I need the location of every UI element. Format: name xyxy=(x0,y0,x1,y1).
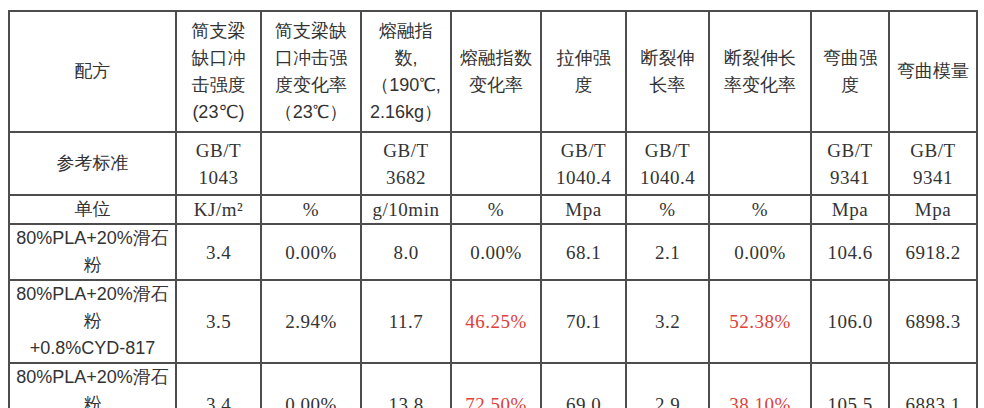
data-cell: 3.2 xyxy=(626,280,709,363)
data-cell: 70.1 xyxy=(541,280,626,363)
header-impact-strength: 简支梁 缺口冲 击强度 (23℃) xyxy=(176,11,261,132)
unit-cell: % xyxy=(709,195,811,224)
row-label: 80%PLA+20%滑石粉 xyxy=(9,224,176,280)
data-cell: 0.00% xyxy=(261,224,361,280)
row-label: 80%PLA+20%滑石粉 +0.8%CYD-817 xyxy=(9,280,176,363)
ref-cell xyxy=(451,132,541,195)
data-cell-highlighted: 38.10% xyxy=(709,363,811,408)
data-cell: 2.94% xyxy=(261,280,361,363)
data-row-pla-talc-cyd08: 80%PLA+20%滑石粉 +0.8%CYD-817 3.5 2.94% 11.… xyxy=(9,280,977,363)
data-cell: 13.8 xyxy=(361,363,451,408)
data-cell: 3.4 xyxy=(176,363,261,408)
unit-cell: Mpa xyxy=(889,195,977,224)
ref-cell: GB/T 3682 xyxy=(361,132,451,195)
data-cell: 3.4 xyxy=(176,224,261,280)
header-elongation-change: 断裂伸长 率变化率 xyxy=(709,11,811,132)
header-melt-change: 熔融指数 变化率 xyxy=(451,11,541,132)
header-bending-modulus: 弯曲模量 xyxy=(889,11,977,132)
row-label: 单位 xyxy=(9,195,176,224)
data-cell: 0.00% xyxy=(261,363,361,408)
data-cell: 0.00% xyxy=(709,224,811,280)
data-cell: 6918.2 xyxy=(889,224,977,280)
header-elongation: 断裂伸 长率 xyxy=(626,11,709,132)
data-cell: 2.9 xyxy=(626,363,709,408)
unit-cell: KJ/m² xyxy=(176,195,261,224)
ref-cell: GB/T 9341 xyxy=(811,132,889,195)
ref-cell: GB/T 1040.4 xyxy=(541,132,626,195)
unit-cell: % xyxy=(626,195,709,224)
unit-cell: Mpa xyxy=(811,195,889,224)
ref-cell: GB/T 1040.4 xyxy=(626,132,709,195)
data-cell: 11.7 xyxy=(361,280,451,363)
data-cell-highlighted: 72.50% xyxy=(451,363,541,408)
data-cell: 69.0 xyxy=(541,363,626,408)
header-impact-change: 简支梁缺 口冲击强 度变化率 （23℃） xyxy=(261,11,361,132)
data-cell-highlighted: 52.38% xyxy=(709,280,811,363)
reference-standard-row: 参考标准 GB/T 1043 GB/T 3682 GB/T 1040.4 GB/… xyxy=(9,132,977,195)
data-cell: 6898.3 xyxy=(889,280,977,363)
unit-cell: Mpa xyxy=(541,195,626,224)
data-cell: 68.1 xyxy=(541,224,626,280)
material-properties-table: 配方 简支梁 缺口冲 击强度 (23℃) 简支梁缺 口冲击强 度变化率 （23℃… xyxy=(8,10,978,408)
data-cell: 2.1 xyxy=(626,224,709,280)
data-cell: 3.5 xyxy=(176,280,261,363)
header-tensile-strength: 拉伸强 度 xyxy=(541,11,626,132)
header-melt-index: 熔融指 数, （190℃, 2.16kg） xyxy=(361,11,451,132)
unit-row: 单位 KJ/m² % g/10min % Mpa % % Mpa Mpa xyxy=(9,195,977,224)
unit-cell: % xyxy=(261,195,361,224)
unit-cell: g/10min xyxy=(361,195,451,224)
data-row-pla-talc-cyd10: 80%PLA+20%滑石粉 +1.0%CYD-817 3.4 0.00% 13.… xyxy=(9,363,977,408)
ref-cell: GB/T 9341 xyxy=(889,132,977,195)
data-cell: 8.0 xyxy=(361,224,451,280)
unit-cell: % xyxy=(451,195,541,224)
header-formula: 配方 xyxy=(9,11,176,132)
row-label: 参考标准 xyxy=(9,132,176,195)
data-cell: 104.6 xyxy=(811,224,889,280)
data-cell: 6883.1 xyxy=(889,363,977,408)
ref-cell: GB/T 1043 xyxy=(176,132,261,195)
ref-cell xyxy=(709,132,811,195)
header-row: 配方 简支梁 缺口冲 击强度 (23℃) 简支梁缺 口冲击强 度变化率 （23℃… xyxy=(9,11,977,132)
data-cell-highlighted: 46.25% xyxy=(451,280,541,363)
data-row-pla-talc: 80%PLA+20%滑石粉 3.4 0.00% 8.0 0.00% 68.1 2… xyxy=(9,224,977,280)
header-bending-strength: 弯曲强 度 xyxy=(811,11,889,132)
row-label: 80%PLA+20%滑石粉 +1.0%CYD-817 xyxy=(9,363,176,408)
data-cell: 105.5 xyxy=(811,363,889,408)
ref-cell xyxy=(261,132,361,195)
data-cell: 106.0 xyxy=(811,280,889,363)
data-cell: 0.00% xyxy=(451,224,541,280)
